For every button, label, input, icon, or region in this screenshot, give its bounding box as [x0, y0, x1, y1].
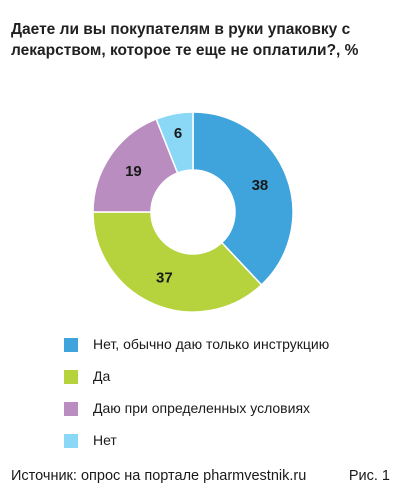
donut-slice-3 [92, 118, 179, 213]
legend-swatch-2 [64, 370, 78, 384]
chart-title-line-2: лекарством, которое те еще не оплатили?,… [11, 42, 359, 59]
legend-swatch-4 [64, 434, 78, 448]
legend-swatch-3 [64, 402, 78, 416]
legend-label-4: Нет [93, 432, 117, 448]
legend-label-2: Да [93, 368, 111, 384]
legend-swatch-1 [64, 338, 78, 352]
chart-title-line-1: Даете ли вы покупателям в руки упаковку … [11, 21, 351, 38]
chart-title: Даете ли вы покупателям в руки упаковку … [11, 19, 396, 61]
figure-label: Рис. 1 [348, 468, 390, 484]
legend-label-1: Нет, обычно даю только инструкцию [93, 336, 330, 352]
slice-value-label-4: 6 [174, 125, 182, 142]
donut-slice-4 [155, 111, 194, 174]
slice-value-label-2: 37 [156, 270, 173, 287]
donut-slice-2 [92, 211, 263, 313]
source-note: Источник: опрос на портале pharmvestnik.… [11, 468, 307, 484]
legend-label-3: Даю при определенных условиях [93, 400, 311, 416]
donut-chart: 38 37 19 6 [92, 111, 294, 313]
slice-value-label-3: 19 [125, 163, 142, 180]
donut-slice-1 [192, 111, 294, 286]
slice-value-label-1: 38 [252, 177, 269, 194]
